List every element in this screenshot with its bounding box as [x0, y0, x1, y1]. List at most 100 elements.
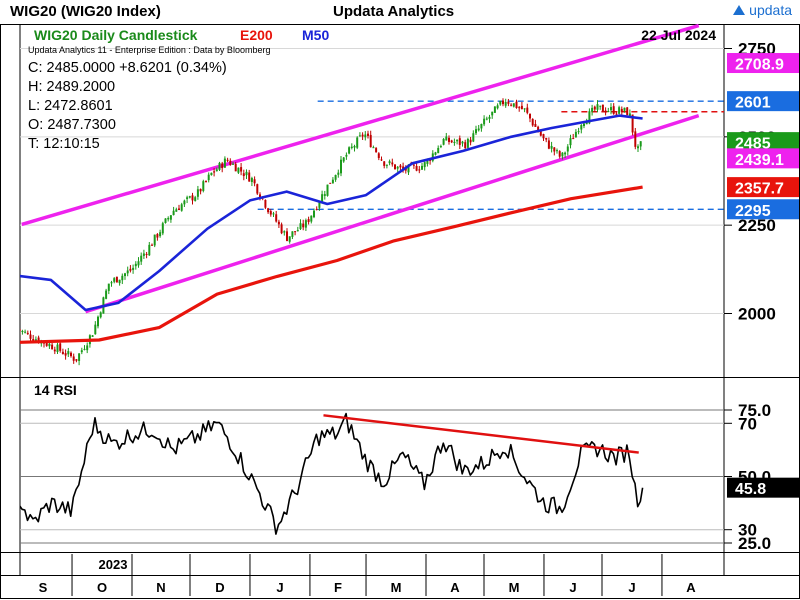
month-label: J	[569, 580, 576, 595]
candle-body	[64, 353, 67, 356]
candle-body	[499, 100, 502, 105]
candle-body	[21, 330, 24, 332]
candle-body	[302, 223, 305, 228]
candle-body	[237, 167, 240, 173]
candle-body	[515, 101, 518, 108]
candle-body	[634, 131, 637, 147]
candle-body	[132, 267, 135, 270]
candle-body	[637, 146, 639, 149]
candle-body	[426, 159, 429, 164]
candle-body	[121, 275, 124, 281]
candle-body	[566, 146, 569, 152]
candle-body	[491, 111, 494, 116]
candle-body	[458, 138, 461, 145]
candle-body	[620, 108, 623, 112]
price-label-text: 2708.9	[735, 57, 784, 74]
candle-body	[507, 101, 510, 104]
candle-body	[86, 345, 89, 351]
candle-body	[321, 194, 324, 203]
candle-body	[107, 283, 110, 291]
candle-body	[299, 223, 302, 230]
candle-body	[445, 136, 448, 141]
candle-body	[99, 312, 102, 318]
candle-body	[385, 164, 388, 166]
candle-body	[415, 166, 418, 171]
month-label: F	[334, 580, 342, 595]
low-readout: L: 2472.8601	[28, 98, 113, 114]
candle-body	[199, 188, 202, 192]
candle-body	[550, 145, 553, 149]
candle-body	[196, 189, 199, 197]
candle-body	[61, 351, 64, 355]
candle-body	[526, 107, 529, 113]
candle-body	[267, 208, 270, 213]
candle-body	[178, 208, 180, 210]
legend-m50: M50	[302, 27, 329, 43]
candle-body	[480, 124, 483, 129]
candle-body	[140, 255, 143, 262]
price-chart-title: WIG20 Daily Candlestick	[34, 27, 198, 43]
candle-body	[215, 169, 218, 172]
candle-body	[234, 163, 237, 172]
candle-body	[448, 137, 450, 142]
candle-body	[547, 140, 550, 149]
candle-body	[113, 278, 116, 282]
rsi-line	[20, 412, 644, 535]
candle-body	[70, 352, 72, 357]
candle-body	[37, 337, 40, 343]
candle-body	[477, 128, 480, 131]
channel-lower-line	[85, 113, 700, 314]
candle-body	[26, 332, 29, 334]
candle-body	[240, 167, 243, 172]
chart-subtitle: Updata Analytics 11 - Enterprise Edition…	[28, 45, 270, 55]
candle-body	[51, 344, 54, 350]
candle-body	[618, 107, 621, 114]
candle-body	[356, 137, 359, 148]
candle-body	[412, 164, 415, 166]
rsi-tick-label: 70	[738, 414, 757, 433]
candle-body	[337, 172, 340, 175]
candle-body	[318, 202, 321, 208]
candle-body	[129, 268, 132, 271]
candle-body	[369, 134, 372, 148]
candle-body	[353, 146, 356, 148]
rsi-title: 14 RSI	[34, 382, 77, 398]
candle-body	[221, 163, 224, 169]
candle-body	[137, 261, 140, 266]
brand-title: Updata Analytics	[333, 3, 455, 20]
candle-body	[161, 223, 164, 234]
close-readout: C: 2485.0000 +8.6201 (0.34%)	[28, 60, 227, 76]
candle-body	[329, 182, 332, 184]
candle-body	[421, 165, 423, 170]
candle-body	[242, 173, 245, 177]
candle-body	[569, 138, 572, 146]
candle-body	[275, 214, 278, 222]
candle-body	[461, 141, 464, 144]
candle-body	[502, 100, 504, 105]
candle-body	[183, 200, 186, 205]
candle-body	[24, 331, 27, 333]
candle-body	[607, 111, 610, 113]
candle-body	[253, 179, 256, 184]
candle-body	[223, 158, 226, 168]
candle-body	[110, 282, 113, 284]
candle-body	[523, 108, 526, 110]
candle-body	[599, 105, 602, 107]
candle-body	[437, 147, 440, 154]
candle-body	[453, 141, 456, 143]
candle-body	[94, 324, 97, 335]
candle-body	[75, 359, 78, 361]
candle-body	[342, 157, 345, 162]
price-label-box	[727, 53, 799, 74]
candle-body	[593, 106, 596, 110]
candle-body	[245, 171, 248, 176]
candle-body	[442, 138, 445, 145]
candle-body	[572, 138, 575, 140]
open-readout: O: 2487.7300	[28, 117, 116, 133]
candle-body	[531, 119, 534, 126]
candle-body	[83, 348, 86, 350]
price-label-box	[727, 177, 799, 198]
candle-body	[91, 335, 94, 337]
candle-body	[367, 133, 369, 136]
candle-body	[588, 111, 591, 124]
